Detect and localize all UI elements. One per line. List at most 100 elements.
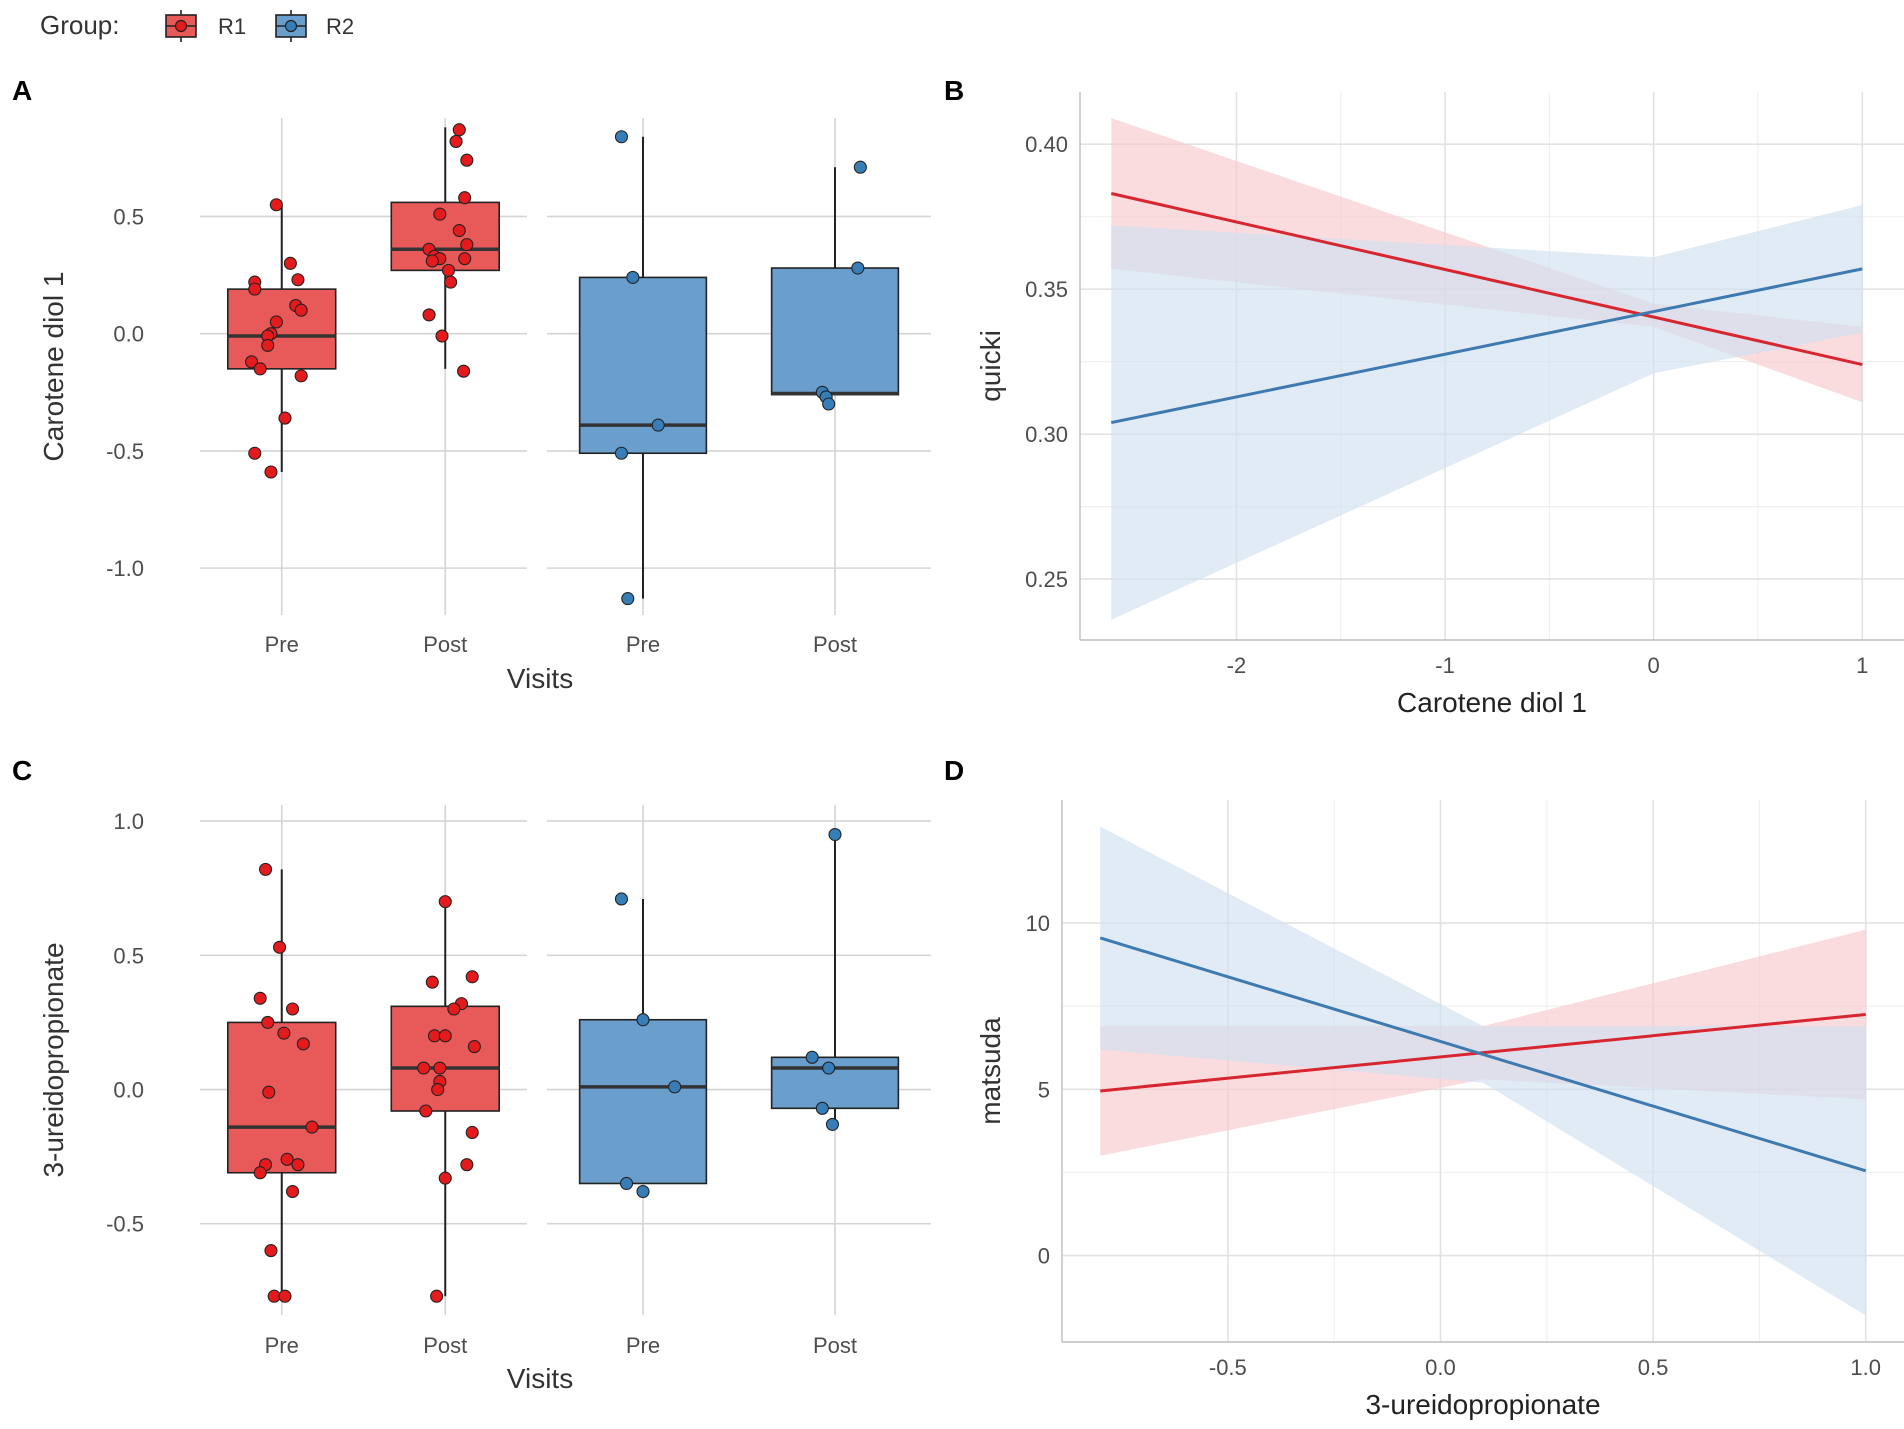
- legend-r1-label: R1: [218, 14, 246, 39]
- data-point: [261, 338, 275, 352]
- data-point: [253, 362, 267, 376]
- x-tick-label: 0.0: [1425, 1355, 1456, 1380]
- confidence-band-r2: [1100, 826, 1866, 1316]
- y-tick-label: 5: [1038, 1077, 1050, 1102]
- data-point: [614, 130, 629, 144]
- data-point: [261, 1015, 275, 1029]
- data-point: [460, 153, 474, 167]
- y-tick-label: 0.40: [1025, 132, 1068, 157]
- x-tick-label: -2: [1227, 653, 1247, 678]
- data-point: [815, 1101, 829, 1115]
- data-point: [264, 1244, 278, 1258]
- confidence-band-r2: [1111, 205, 1863, 620]
- data-point: [621, 592, 635, 606]
- data-point: [283, 256, 297, 270]
- data-point: [460, 1158, 474, 1172]
- data-point: [259, 862, 273, 876]
- box: [390, 1005, 501, 1112]
- panel-c-boxplot: -0.5 0.0 0.5 1.0 Pre Post Pre Post Visits 3-ureid…: [38, 805, 931, 1394]
- data-point: [444, 275, 458, 289]
- data-point: [614, 446, 629, 460]
- data-point: [452, 123, 466, 137]
- fit-line-r2: [1099, 936, 1867, 1173]
- boxplot-r1-post: [390, 895, 501, 1303]
- data-point: [825, 1117, 840, 1131]
- x-tick-label: Pre: [626, 632, 660, 657]
- data-point: [278, 1289, 292, 1303]
- data-point: [441, 263, 456, 277]
- box: [578, 276, 708, 455]
- x-tick-label: 1: [1856, 653, 1868, 678]
- data-point: [433, 207, 447, 221]
- boxplot-r2-post: [770, 827, 900, 1131]
- data-point: [431, 1082, 445, 1097]
- data-point: [278, 411, 292, 425]
- data-point: [668, 1080, 682, 1094]
- data-point: [828, 827, 842, 842]
- data-point: [248, 282, 262, 296]
- x-axis-title: Carotene diol 1: [1397, 687, 1587, 718]
- y-tick-label: 0.0: [113, 1078, 144, 1103]
- data-point: [291, 1158, 305, 1172]
- data-point: [438, 895, 452, 909]
- box: [226, 1021, 337, 1174]
- fit-line-r1: [1110, 192, 1863, 367]
- data-point: [430, 1289, 444, 1303]
- boxplot-r1-pre: [226, 198, 337, 479]
- data-point: [460, 238, 474, 252]
- data-point: [626, 270, 640, 284]
- data-point: [244, 355, 259, 369]
- y-tick-label: 0: [1038, 1244, 1050, 1269]
- data-point: [853, 160, 867, 174]
- x-axis-title: Visits: [507, 663, 573, 694]
- legend-item-r2: R2: [275, 10, 354, 42]
- y-tick-label: 1.0: [113, 809, 144, 834]
- panel-a-boxplot: -1.0 -0.5 0.0 0.5 Pre Post Pre Post Visits Carote…: [38, 118, 931, 694]
- data-point: [417, 1061, 431, 1075]
- x-tick-label: 0.5: [1638, 1355, 1669, 1380]
- box: [770, 267, 900, 396]
- data-point: [438, 1171, 452, 1185]
- y-tick-label: 0.30: [1025, 422, 1068, 447]
- data-point: [419, 1104, 433, 1118]
- data-point: [296, 1037, 310, 1051]
- boxplot-r2-pre: [578, 130, 708, 606]
- data-point: [305, 1120, 319, 1134]
- panel-b-regression: -2 -1 0 1 0.25 0.30 0.35 0.40 Carotene diol 1 qui…: [975, 92, 1904, 718]
- box: [578, 1018, 708, 1185]
- data-point: [427, 1029, 442, 1043]
- fit-line-r2: [1110, 267, 1863, 425]
- data-point: [467, 1040, 481, 1054]
- data-point: [285, 1002, 300, 1016]
- data-point: [273, 940, 287, 954]
- data-point: [457, 364, 471, 378]
- x-tick-label: -1: [1435, 653, 1455, 678]
- legend-r2-label: R2: [326, 14, 354, 39]
- x-tick-label: Pre: [626, 1333, 660, 1358]
- fit-line-r1: [1100, 1012, 1866, 1093]
- data-point: [425, 254, 439, 268]
- y-axis-title: 3-ureidopropionate: [38, 942, 69, 1177]
- data-point: [425, 975, 439, 989]
- y-tick-label: -0.5: [106, 1212, 144, 1237]
- boxplot-r2-post: [770, 160, 900, 411]
- data-point: [264, 465, 278, 479]
- box: [226, 288, 337, 370]
- y-tick-label: 0.5: [113, 204, 144, 229]
- data-point: [248, 446, 262, 460]
- data-point: [636, 1184, 650, 1199]
- data-point: [851, 261, 865, 275]
- panel-label-c: C: [12, 755, 32, 786]
- data-point: [422, 308, 436, 322]
- data-point: [465, 970, 479, 984]
- x-tick-label: Post: [423, 632, 467, 657]
- y-axis-title: Carotene diol 1: [38, 272, 69, 462]
- data-point: [285, 1184, 300, 1199]
- x-axis-title: Visits: [507, 1363, 573, 1394]
- data-point: [438, 1029, 452, 1043]
- data-point: [452, 223, 466, 238]
- x-tick-label: Pre: [265, 1333, 299, 1358]
- data-point: [269, 198, 283, 212]
- panel-label-b: B: [944, 75, 964, 106]
- data-point: [465, 1125, 479, 1140]
